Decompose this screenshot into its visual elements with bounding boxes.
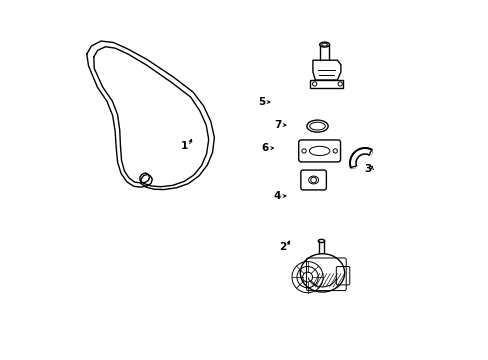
Text: 7: 7 bbox=[273, 120, 281, 130]
Text: 5: 5 bbox=[257, 97, 264, 107]
Text: 4: 4 bbox=[273, 191, 281, 201]
Text: 6: 6 bbox=[261, 143, 268, 153]
Text: 1: 1 bbox=[180, 141, 187, 151]
Text: 2: 2 bbox=[279, 242, 286, 252]
Text: 3: 3 bbox=[364, 165, 371, 174]
